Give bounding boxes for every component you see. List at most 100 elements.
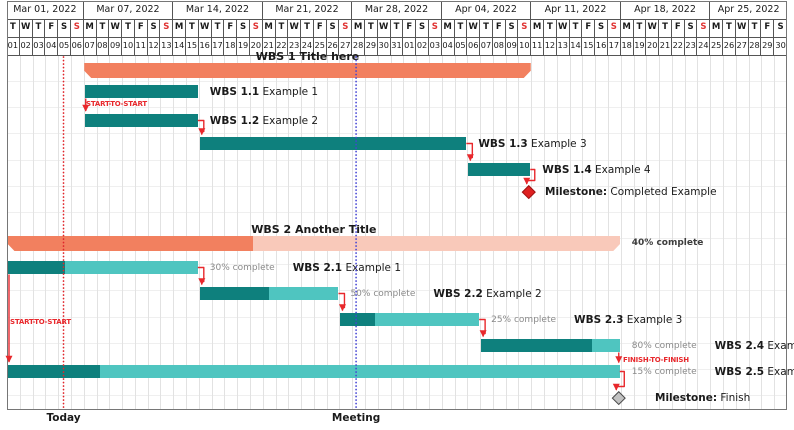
calendar-day-number: 26 — [327, 37, 340, 55]
calendar-day-number: 21 — [263, 37, 276, 55]
calendar-day-number: 10 — [122, 37, 135, 55]
calendar-day-letter: T — [570, 19, 583, 37]
grid-vline — [403, 55, 405, 409]
grid-vline — [237, 55, 239, 409]
grid-vline — [32, 55, 34, 409]
calendar-day-number: 11 — [531, 37, 545, 55]
calendar-day-letter: T — [455, 19, 468, 37]
group-percent-label: 40% complete — [631, 238, 704, 248]
calendar-day-letter: T — [212, 19, 225, 37]
calendar-day-letter: S — [685, 19, 698, 37]
calendar-day-number: 16 — [595, 37, 608, 55]
calendar-day-letter: T — [659, 19, 672, 37]
task-label-row: WBS 1.4 Example 4 — [542, 162, 650, 177]
calendar-day-number: 15 — [582, 37, 596, 55]
calendar-day-number: 01 — [7, 37, 20, 55]
grid-vline — [710, 55, 712, 409]
grid-vline — [761, 55, 763, 409]
calendar-day-letter: M — [621, 19, 634, 37]
task-progress — [481, 339, 593, 352]
calendar-day-number: 29 — [761, 37, 775, 55]
grid-vline — [659, 55, 661, 409]
calendar-day-letter: W — [109, 19, 123, 37]
task-label-row: 80% complete WBS 2.4 Example 4 — [632, 338, 794, 353]
task-bar-wbs-2.4 — [481, 339, 620, 352]
grid-vline — [428, 55, 430, 409]
calendar-day-number: 19 — [237, 37, 250, 55]
calendar-day-number: 18 — [621, 37, 634, 55]
grid-vline — [748, 55, 750, 409]
task-label: WBS 1.3 Example 3 — [478, 137, 587, 150]
grid-hline — [7, 81, 787, 83]
calendar-day-letter: S — [608, 19, 621, 37]
calendar-day-number: 02 — [20, 37, 33, 55]
calendar-day-number: 18 — [224, 37, 238, 55]
grid-vline — [620, 55, 622, 409]
calendar-day-number: 04 — [442, 37, 455, 55]
calendar-week-cell: Apr 04, 2022 — [442, 1, 532, 19]
calendar-day-letter: M — [173, 19, 186, 37]
calendar-day-number: 16 — [199, 37, 212, 55]
grid-vline — [45, 55, 47, 409]
calendar-day-letter: W — [199, 19, 212, 37]
calendar-day-number: 27 — [339, 37, 353, 55]
grid-hline — [7, 394, 787, 396]
grid-vline — [582, 55, 584, 409]
grid-vline — [723, 55, 725, 409]
grid-hline — [7, 264, 787, 266]
calendar-week-cell: Apr 11, 2022 — [531, 1, 621, 19]
task-label: WBS 2.5 Example — [714, 365, 794, 378]
group-bar-g1 — [84, 63, 531, 78]
calendar-day-number: 19 — [634, 37, 647, 55]
grid-vline — [288, 55, 290, 409]
task-bar-wbs-1.1 — [84, 85, 198, 98]
percent-label: 80% complete — [631, 340, 697, 351]
calendar-day-number: 06 — [467, 37, 481, 55]
calendar-day-number: 08 — [493, 37, 506, 55]
calendar-day-letter: S — [148, 19, 161, 37]
calendar-day-letter: W — [20, 19, 33, 37]
calendar-day-number: 17 — [212, 37, 225, 55]
calendar-day-number: 27 — [736, 37, 749, 55]
grid-vline — [607, 55, 609, 409]
header-line — [7, 19, 787, 20]
grid-hline — [7, 290, 787, 292]
group-progress — [8, 236, 253, 251]
calendar-day-number: 10 — [518, 37, 532, 55]
grid-vline — [339, 55, 341, 409]
grid-vline — [301, 55, 303, 409]
calendar-day-number: 13 — [557, 37, 570, 55]
calendar-day-letter: T — [749, 19, 762, 37]
calendar-day-letter: W — [646, 19, 660, 37]
task-label-row: WBS 1.2 Example 2 — [210, 113, 318, 128]
grid-vline — [262, 55, 264, 409]
calendar-day-number: 23 — [685, 37, 698, 55]
grid-vline — [441, 55, 443, 409]
grid-vline — [96, 55, 98, 409]
calendar-day-number: 21 — [659, 37, 672, 55]
calendar-day-number: 13 — [160, 37, 174, 55]
calendar-day-letter: F — [314, 19, 327, 37]
calendar-day-number: 06 — [71, 37, 84, 55]
calendar-day-letter: S — [697, 19, 711, 37]
grid-vline — [70, 55, 72, 409]
calendar-day-number: 01 — [403, 37, 417, 55]
grid-hline — [7, 211, 787, 213]
task-bar-wbs-2.5 — [8, 365, 620, 378]
grid-vline — [774, 55, 776, 409]
grid-vline — [198, 55, 200, 409]
header-line — [7, 55, 787, 56]
grid-vline — [326, 55, 328, 409]
calendar-day-letter: F — [582, 19, 596, 37]
grid-vline — [275, 55, 277, 409]
calendar-day-letter: F — [403, 19, 417, 37]
calendar-day-letter: T — [544, 19, 557, 37]
calendar-day-letter: M — [263, 19, 276, 37]
task-progress — [199, 287, 270, 300]
task-label: WBS 2.2 Example 2 — [433, 287, 542, 300]
calendar-day-letter: F — [761, 19, 775, 37]
grid-vline — [160, 55, 162, 409]
calendar-day-letter: S — [250, 19, 263, 37]
grid-vline — [365, 55, 367, 409]
